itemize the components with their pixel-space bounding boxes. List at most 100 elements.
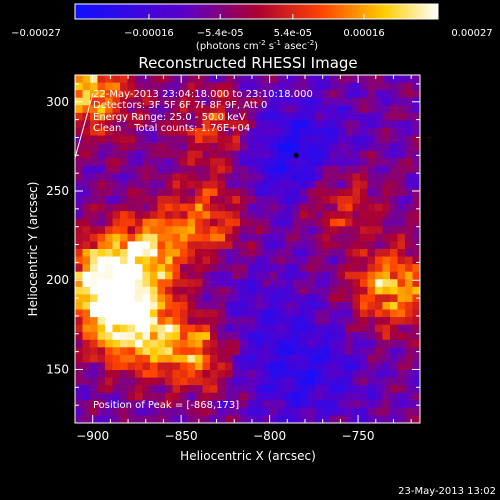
heatmap-cell (382, 173, 391, 182)
heatmap-cell (390, 203, 399, 212)
heatmap-cell (292, 158, 301, 167)
heatmap-cell (292, 271, 301, 280)
heatmap-cell (397, 226, 406, 235)
heatmap-cell (382, 158, 391, 167)
heatmap-cell (105, 180, 114, 190)
heatmap-cell (412, 385, 420, 394)
heatmap-cell (165, 377, 174, 386)
heatmap-cell (180, 392, 189, 401)
heatmap-cell (150, 347, 159, 356)
heatmap-cell (180, 377, 189, 386)
heatmap-cell (262, 120, 271, 129)
heatmap-cell (172, 370, 181, 379)
heatmap-cell (262, 158, 271, 167)
heatmap-cell (157, 241, 166, 250)
heatmap-cell (232, 377, 241, 386)
heatmap-cell (390, 218, 399, 227)
heatmap-cell (225, 264, 234, 273)
heatmap-cell (412, 415, 420, 423)
heatmap-cell (142, 158, 151, 167)
heatmap-cell (165, 150, 174, 159)
heatmap-cell (322, 218, 331, 227)
heatmap-cell (285, 370, 294, 379)
heatmap-cell (412, 218, 420, 227)
heatmap-cell (210, 203, 219, 212)
heatmap-cell (172, 400, 181, 409)
heatmap-cell (217, 392, 226, 401)
heatmap-cell (112, 279, 121, 288)
heatmap-cell (330, 400, 339, 409)
heatmap-cell (412, 75, 420, 84)
heatmap-cell (180, 339, 189, 348)
heatmap-cell (142, 105, 151, 114)
heatmap-cell (90, 354, 99, 364)
colorbar-units: (photons cm-2 s-1 asec-2) (196, 39, 318, 52)
heatmap-cell (390, 362, 399, 371)
heatmap-cell (390, 158, 399, 167)
heatmap-cell (382, 286, 391, 295)
heatmap-cell (135, 324, 144, 333)
heatmap-cell (232, 279, 241, 288)
heatmap-cell (397, 377, 406, 386)
heatmap-cell (322, 400, 331, 409)
heatmap-cell (180, 362, 189, 371)
heatmap-cell (210, 90, 219, 99)
heatmap-cell (150, 294, 159, 303)
heatmap-cell (157, 354, 166, 364)
heatmap-cell (120, 354, 129, 364)
heatmap-cell (240, 75, 249, 84)
heatmap-cell (330, 127, 339, 137)
heatmap-cell (172, 90, 181, 99)
heatmap-cell (405, 362, 414, 371)
heatmap-cell (360, 249, 369, 258)
heatmap-cell (135, 264, 144, 273)
heatmap-cell (202, 241, 211, 250)
heatmap-cell (367, 211, 376, 220)
heatmap-cell (240, 90, 249, 99)
heatmap-cell (390, 150, 399, 159)
heatmap-cell (202, 407, 211, 417)
heatmap-cell (90, 112, 99, 121)
heatmap-cell (105, 233, 114, 243)
heatmap-cell (330, 317, 339, 326)
heatmap-cell (270, 294, 279, 303)
heatmap-cell (322, 370, 331, 379)
heatmap-cell (300, 301, 309, 311)
heatmap-cell (75, 256, 84, 265)
heatmap-cell (247, 233, 256, 243)
heatmap-cell (150, 112, 159, 121)
heatmap-cell (247, 218, 256, 227)
heatmap-cell (112, 385, 121, 394)
heatmap-cell (322, 203, 331, 212)
heatmap-cell (285, 196, 294, 205)
heatmap-cell (330, 286, 339, 295)
heatmap-cell (120, 362, 129, 371)
heatmap-cell (397, 143, 406, 152)
heatmap-cell (337, 249, 346, 258)
heatmap-cell (262, 377, 271, 386)
heatmap-cell (97, 271, 106, 280)
heatmap-cell (172, 354, 181, 364)
heatmap-cell (172, 196, 181, 205)
heatmap-cell (150, 400, 159, 409)
heatmap-cell (247, 165, 256, 174)
heatmap-cell (217, 82, 226, 91)
heatmap-cell (90, 279, 99, 288)
heatmap-cell (165, 135, 174, 144)
colorbar-gradient (74, 3, 439, 20)
heatmap-cell (75, 241, 84, 250)
heatmap-cell (180, 165, 189, 174)
heatmap-cell (337, 196, 346, 205)
heatmap-cell (262, 286, 271, 295)
heatmap-cell (352, 241, 361, 250)
heatmap-cell (405, 301, 414, 311)
heatmap-cell (217, 196, 226, 205)
heatmap-cell (75, 120, 84, 129)
heatmap-cell (255, 233, 264, 243)
heatmap-cell (172, 301, 181, 311)
heatmap-cell (315, 301, 324, 311)
heatmap-cell (277, 301, 286, 311)
heatmap-cell (105, 332, 114, 341)
heatmap-cell (210, 317, 219, 326)
heatmap-cell (405, 264, 414, 273)
